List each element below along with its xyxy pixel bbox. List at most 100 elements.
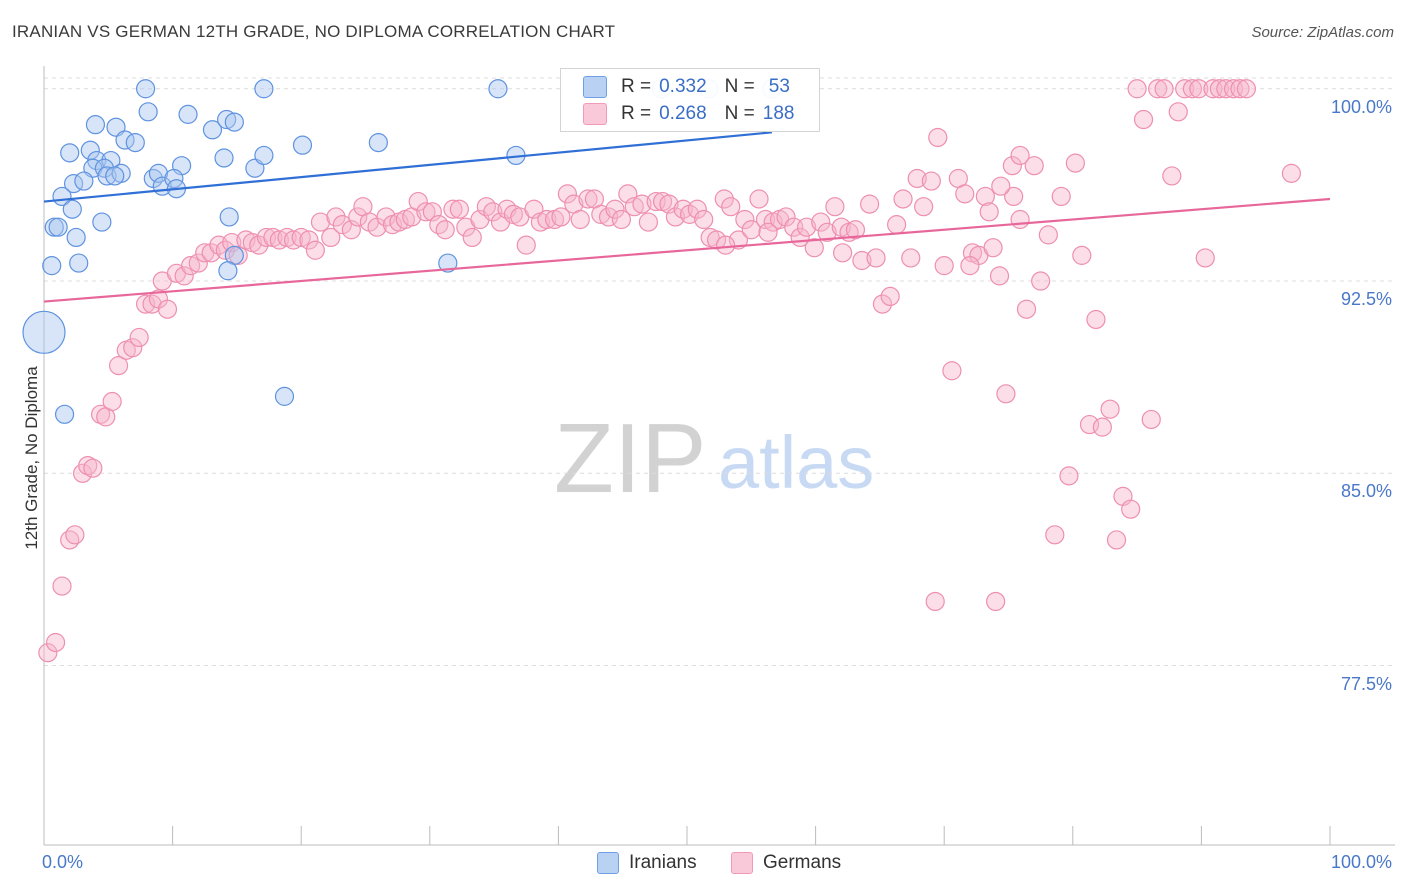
german-point — [880, 286, 900, 307]
german-point — [817, 222, 837, 242]
german-point — [1127, 79, 1147, 99]
germans-swatch — [583, 103, 607, 125]
iranian-point — [438, 253, 458, 273]
german-point — [960, 256, 980, 276]
german-point — [435, 220, 455, 240]
n-value-iranians: 53 — [768, 76, 790, 97]
german-point — [299, 230, 319, 250]
german-point — [60, 530, 80, 550]
german-point — [796, 217, 817, 237]
german-point — [907, 168, 927, 189]
german-point — [687, 199, 707, 219]
german-point — [45, 632, 66, 653]
iranian-point — [42, 256, 62, 276]
iranian-point — [218, 261, 238, 281]
german-point — [1168, 102, 1188, 122]
german-point — [735, 209, 755, 230]
german-point — [449, 199, 469, 219]
german-point — [921, 171, 941, 191]
german-point — [135, 294, 156, 314]
iranian-point — [101, 150, 121, 171]
german-point — [1092, 417, 1112, 437]
german-point — [65, 525, 85, 545]
german-point — [914, 197, 934, 217]
german-point — [591, 204, 611, 224]
legend-label-germans: Germans — [763, 852, 842, 873]
german-point — [605, 199, 625, 219]
x-tick-max: 100.0% — [1330, 852, 1392, 872]
german-point — [269, 230, 289, 250]
german-point — [1236, 79, 1257, 99]
iranian-point — [105, 166, 125, 186]
german-point — [83, 458, 103, 478]
german-point — [326, 207, 346, 227]
chart-source: Source: ZipAtlas.com — [1251, 24, 1394, 41]
german-point — [483, 202, 503, 222]
german-point — [1072, 245, 1092, 265]
iranian-point — [138, 102, 158, 122]
german-point — [102, 391, 122, 412]
german-point — [975, 186, 995, 207]
german-point — [1195, 248, 1215, 268]
y-tick-label: 77.5% — [1340, 673, 1392, 694]
german-point — [408, 191, 428, 212]
german-point — [942, 361, 962, 381]
iranian-point — [62, 199, 82, 219]
german-point — [996, 384, 1016, 404]
german-point — [1216, 79, 1236, 99]
german-point — [537, 209, 557, 230]
german-point — [38, 643, 58, 663]
german-point — [476, 197, 496, 217]
stats-row-germans: R = 0.268 N = 188 — [583, 102, 794, 126]
iranian-point — [368, 132, 388, 153]
stats-row-iranians: R = 0.332 N = 53 — [583, 75, 790, 99]
german-point — [578, 189, 598, 209]
iranian-point — [92, 212, 112, 232]
german-point — [852, 250, 872, 271]
german-point — [1045, 525, 1065, 545]
german-point — [1175, 79, 1195, 99]
axes — [43, 66, 1395, 846]
german-point — [776, 207, 796, 227]
german-point — [376, 207, 396, 227]
germans-points — [38, 79, 1302, 663]
iranian-point — [224, 112, 244, 132]
german-point — [201, 243, 221, 263]
german-point — [188, 253, 208, 273]
iranian-point — [60, 143, 80, 163]
german-point — [741, 220, 761, 240]
german-point — [1121, 499, 1141, 519]
german-point — [860, 194, 880, 214]
iranian-point — [292, 135, 313, 155]
iranian-point — [66, 227, 86, 248]
german-point — [1004, 186, 1024, 207]
n-label: N = — [724, 76, 755, 97]
german-point — [673, 199, 693, 219]
stats-legend: R = 0.332 N = 53 R = 0.268 N = 188 — [560, 68, 820, 132]
german-point — [811, 212, 831, 232]
series-legend: Iranians Germans — [0, 852, 1406, 878]
iranian-point — [97, 166, 117, 186]
german-point — [1024, 156, 1044, 176]
n-value-germans: 188 — [762, 103, 795, 124]
german-point — [1148, 79, 1168, 99]
iranian-point — [214, 148, 234, 168]
german-point — [872, 294, 893, 314]
german-point — [551, 207, 571, 227]
german-point — [90, 404, 111, 424]
german-point — [1189, 79, 1209, 99]
iranian-point — [219, 207, 239, 227]
german-point — [1051, 186, 1071, 207]
german-point — [332, 215, 352, 235]
iranian-point — [125, 132, 145, 153]
german-point — [638, 212, 659, 232]
german-point — [1010, 145, 1030, 166]
german-point — [1100, 399, 1120, 419]
r-label: R = — [621, 103, 652, 124]
german-point — [866, 248, 886, 268]
iranian-point — [69, 253, 89, 273]
r-value-germans: 0.268 — [659, 103, 707, 124]
iranian-point — [274, 386, 295, 406]
german-point — [123, 338, 143, 358]
german-point — [462, 227, 482, 248]
